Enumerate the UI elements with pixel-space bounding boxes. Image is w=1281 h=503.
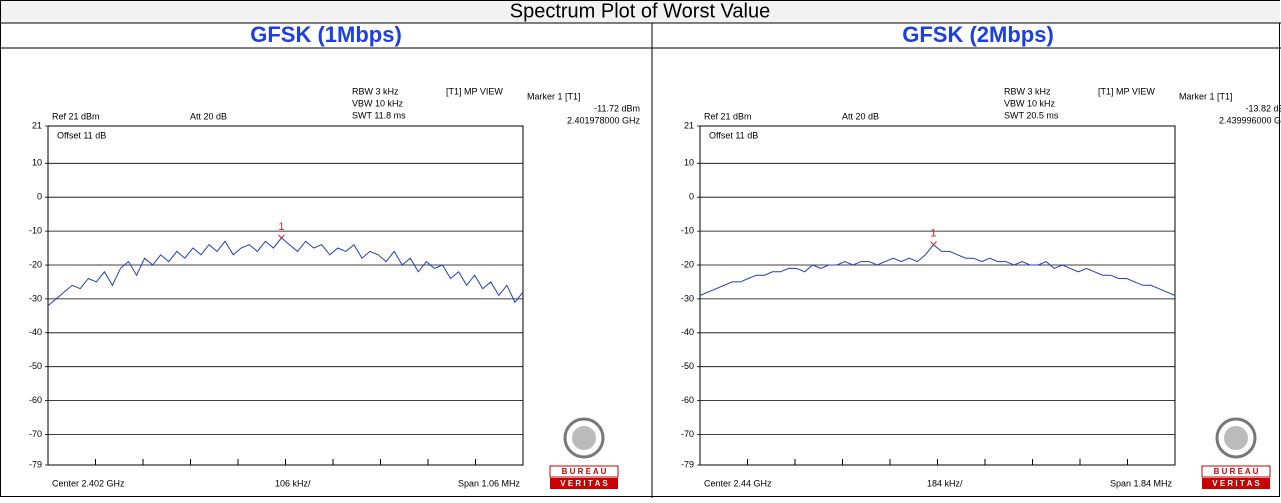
column-header: GFSK (2Mbps)	[902, 22, 1054, 47]
trace	[699, 243, 1176, 296]
y-tick-label: -60	[29, 395, 42, 405]
offset: Offset 11 dB	[57, 130, 106, 140]
logo-text: V E R I T A S	[560, 479, 608, 488]
trace	[47, 237, 524, 307]
logo-text: B U R E A U	[1214, 467, 1259, 476]
marker-level: -11.72 dBm	[594, 103, 640, 113]
center: Center 2.402 GHz	[52, 478, 125, 488]
y-tick-label: 10	[684, 158, 694, 168]
marker-freq: 2.401978000 GHz	[567, 115, 641, 125]
marker-level: -13.82 dBm	[1245, 103, 1281, 113]
ref: Ref 21 dBm	[704, 111, 752, 121]
column-header: GFSK (1Mbps)	[250, 22, 402, 47]
y-tick-label: -79	[681, 459, 694, 469]
logo-ring	[563, 417, 605, 459]
swt: SWT 20.5 ms	[1004, 110, 1059, 120]
marker-label: 1	[278, 221, 284, 233]
view: [T1] MP VIEW	[1098, 86, 1155, 96]
table-title: Spectrum Plot of Worst Value	[510, 0, 770, 22]
y-tick-label: -50	[29, 361, 42, 371]
swt: SWT 11.8 ms	[352, 110, 406, 120]
offset: Offset 11 dB	[709, 130, 758, 140]
logo-ring	[1215, 417, 1257, 459]
marker-label: 1	[930, 228, 936, 240]
y-tick-label: 0	[689, 192, 694, 202]
span: Span 1.84 MHz	[1110, 478, 1173, 488]
logo-band	[1201, 465, 1271, 478]
marker-title: Marker 1 [T1]	[527, 91, 581, 101]
y-tick-label: -40	[681, 327, 694, 337]
y-tick-label: 0	[37, 192, 42, 202]
logo-text: B U R E A U	[562, 467, 607, 476]
logo-band	[550, 478, 618, 489]
span: Span 1.06 MHz	[458, 478, 521, 488]
marker	[930, 241, 937, 246]
y-tick-label: -40	[29, 327, 42, 337]
marker	[278, 234, 285, 239]
title-row	[1, 1, 1280, 23]
rbw: RBW 3 kHz	[352, 86, 399, 96]
ref: Ref 21 dBm	[52, 111, 100, 121]
att: Att 20 dB	[190, 111, 227, 121]
vbw: VBW 10 kHz	[1004, 98, 1056, 108]
center: Center 2.44 GHz	[704, 478, 772, 488]
y-tick-label: -30	[681, 293, 694, 303]
view: [T1] MP VIEW	[446, 86, 503, 96]
y-tick-label: -20	[681, 259, 694, 269]
y-tick-label: -60	[681, 395, 694, 405]
marker-freq: 2.439996000 GHz	[1219, 115, 1281, 125]
y-tick-label: 21	[684, 120, 694, 130]
vbw: VBW 10 kHz	[352, 98, 404, 108]
y-tick-label: -20	[29, 259, 42, 269]
rbw: RBW 3 kHz	[1004, 86, 1051, 96]
logo-band	[1202, 478, 1270, 489]
div: 184 kHz/	[927, 478, 963, 488]
logo-core	[1224, 426, 1248, 450]
logo-text: V E R I T A S	[1212, 479, 1260, 488]
logo-band	[549, 465, 619, 478]
y-tick-label: -70	[29, 429, 42, 439]
y-tick-label: 21	[32, 120, 42, 130]
y-tick-label: -50	[681, 361, 694, 371]
att: Att 20 dB	[842, 111, 879, 121]
y-tick-label: -10	[681, 225, 694, 235]
y-tick-label: 10	[32, 158, 42, 168]
div: 106 kHz/	[275, 478, 311, 488]
logo-core	[572, 426, 596, 450]
y-tick-label: -10	[29, 225, 42, 235]
y-tick-label: -70	[681, 429, 694, 439]
y-tick-label: -30	[29, 293, 42, 303]
marker-title: Marker 1 [T1]	[1179, 91, 1233, 101]
y-tick-label: -79	[29, 459, 42, 469]
